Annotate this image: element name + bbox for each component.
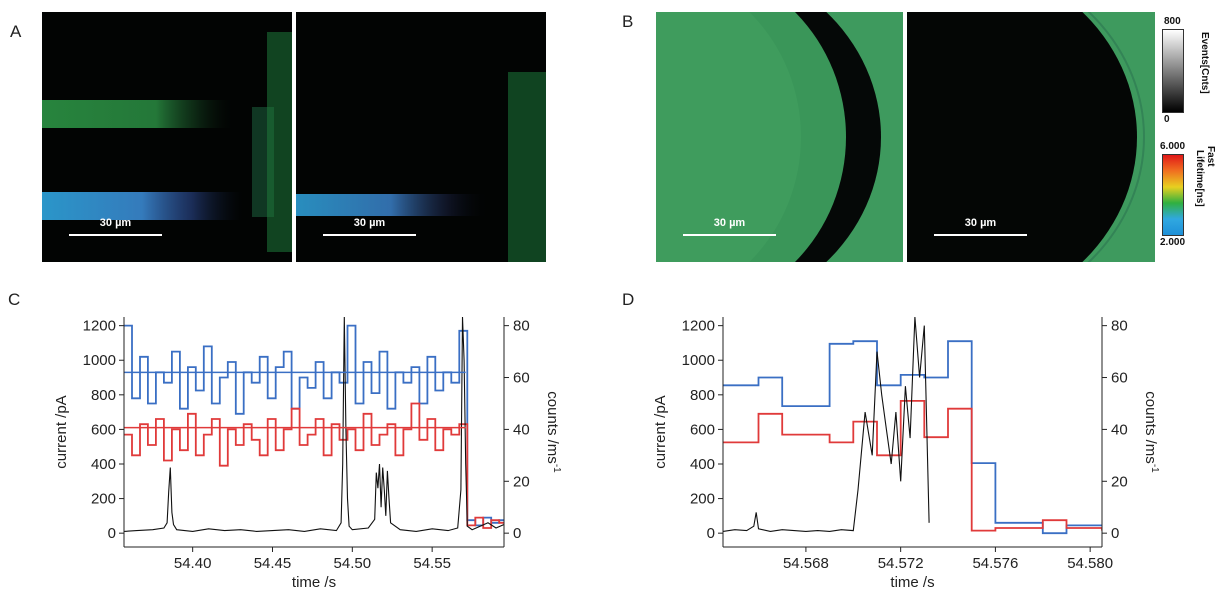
scale-bar-label: 30 µm (353, 217, 386, 229)
y2-tick-label: 80 (1111, 318, 1128, 335)
panel-label-b: B (622, 12, 634, 31)
y-tick-label: 200 (91, 491, 116, 508)
x-tick-label: 54.55 (413, 555, 451, 572)
chart-d: 0 200 400 600 800 1000 1200 0 20 40 60 80 54.568 54.5… (652, 317, 1160, 591)
x-tick-label: 54.40 (174, 555, 212, 572)
lifetime-colorbar-min: 2.000 (1160, 237, 1186, 248)
x-axis-label: time /s (292, 574, 336, 591)
micrograph-b-right: 30 µm (907, 12, 1155, 262)
scale-bar (934, 234, 1027, 236)
micrograph-a-right: 30 µm (296, 12, 546, 262)
y-tick-label: 1200 (682, 318, 715, 335)
y-tick-label: 200 (690, 491, 715, 508)
panel-label-d: D (622, 290, 635, 309)
scale-bar (69, 234, 162, 236)
x-axis-label: time /s (890, 574, 934, 591)
y-tick-label: 600 (91, 421, 116, 438)
y-tick-label: 0 (108, 525, 116, 542)
y2-axis-label-superscript: -1 (1149, 464, 1160, 473)
x-tick-label: 54.580 (1067, 555, 1113, 572)
y2-axis-label-superscript: -1 (551, 464, 562, 473)
micrograph-b-left-graphic (656, 12, 903, 262)
micrograph-a-left-graphic (42, 32, 292, 252)
series-red-line (723, 400, 1102, 532)
y2-tick-label: 60 (513, 370, 530, 387)
events-colorbar (1162, 29, 1184, 113)
scale-bar (323, 234, 416, 236)
x-tick-label: 54.568 (783, 555, 829, 572)
micrograph-b-left: 30 µm (656, 12, 903, 262)
y2-tick-label: 0 (1111, 525, 1119, 542)
events-colorbar-label: Events[Cnts] (1199, 32, 1210, 94)
y-axis-label: current /pA (53, 395, 70, 468)
micrograph-b-right-graphic (907, 12, 1155, 262)
panel-label-c: C (8, 290, 21, 309)
scale-bar-label: 30 µm (713, 217, 746, 229)
x-tick-label: 54.45 (254, 555, 292, 572)
y-tick-label: 800 (690, 387, 715, 404)
y2-axis-label: counts /ms-1 (544, 391, 562, 473)
micrograph-a-right-graphic (296, 72, 546, 262)
y-tick-label: 600 (690, 421, 715, 438)
x-tick-label: 54.576 (972, 555, 1018, 572)
lifetime-colorbar-max: 6.000 (1160, 141, 1186, 152)
micrograph-a-left: 30 µm (42, 12, 292, 262)
y2-tick-label: 80 (513, 318, 530, 335)
events-colorbar-min: 0 (1164, 114, 1170, 125)
y2-tick-label: 20 (513, 473, 530, 490)
y2-tick-label: 40 (1111, 421, 1128, 438)
events-colorbar-max: 800 (1164, 16, 1181, 27)
y-tick-label: 400 (91, 456, 116, 473)
series-blue-line (124, 324, 504, 527)
series-red-line (124, 402, 504, 529)
y-tick-label: 1000 (682, 352, 715, 369)
y2-axis-label: counts /ms-1 (1142, 391, 1160, 473)
y2-tick-label: 0 (513, 525, 521, 542)
plot-area (124, 317, 504, 532)
y2-tick-label: 20 (1111, 473, 1128, 490)
x-tick-label: 54.50 (334, 555, 372, 572)
x-tick-label: 54.572 (878, 555, 924, 572)
y-tick-label: 800 (91, 387, 116, 404)
y-tick-label: 400 (690, 456, 715, 473)
series-black-line (124, 317, 504, 532)
scale-bar (683, 234, 776, 236)
lifetime-colorbar-label-top: Fast (1205, 146, 1216, 167)
lifetime-colorbar (1162, 154, 1184, 236)
chart-c: 0 200 400 600 800 1000 1200 0 20 40 60 80 54.40 54.45… (53, 317, 562, 591)
plot-area (723, 317, 1102, 535)
y-tick-label: 1200 (83, 318, 116, 335)
scale-bar-label: 30 µm (99, 217, 132, 229)
y-axis-label: current /pA (652, 395, 669, 468)
panel-label-a: A (10, 22, 22, 41)
scale-bar-label: 30 µm (964, 217, 997, 229)
y-tick-label: 0 (707, 525, 715, 542)
series-black-line (723, 317, 930, 532)
lifetime-colorbar-label: Lifetime[ns] (1194, 150, 1205, 207)
y2-tick-label: 60 (1111, 370, 1128, 387)
y2-tick-label: 40 (513, 421, 530, 438)
y-tick-label: 1000 (83, 352, 116, 369)
